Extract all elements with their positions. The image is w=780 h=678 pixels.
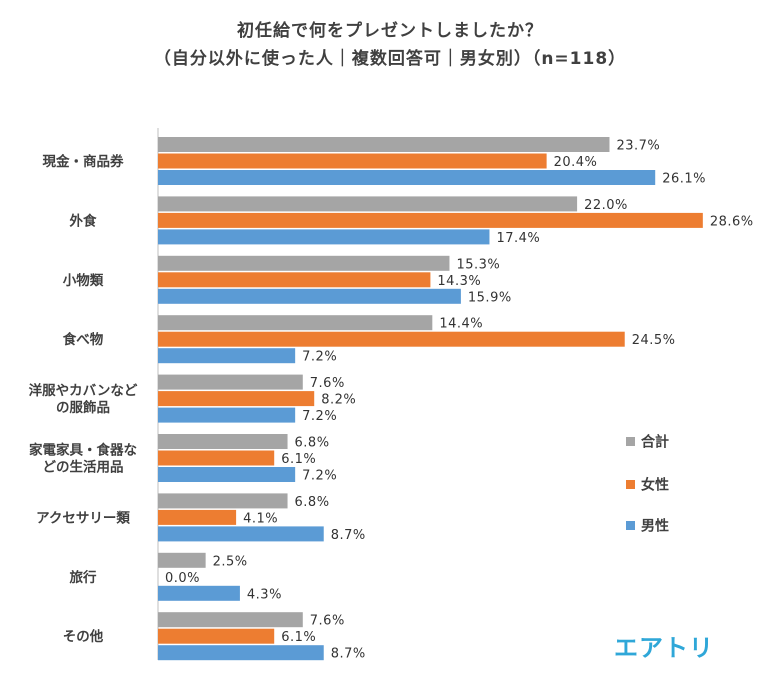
category-label: の服飾品 [56,399,110,416]
data-label-male: 7.2% [302,350,337,365]
category-label: アクセサリー類 [36,510,130,526]
category-label: 食べ物 [63,331,104,348]
data-label-total: 15.3% [456,257,500,272]
category-label: 小物類 [63,272,104,289]
data-label-male: 4.3% [247,587,282,602]
airtrip-logo: エアトリ [614,634,714,662]
legend-label-male: 男性 [641,518,669,535]
data-label-male: 15.9% [468,290,512,305]
bar-total [158,493,288,509]
bar-total [158,552,206,568]
chart-subtitle: （自分以外に使った人｜複数回答可｜男女別）（n=118） [153,49,627,69]
data-label-total: 23.7% [616,139,660,154]
data-label-total: 7.6% [310,614,345,629]
category-label: どの生活用品 [43,459,124,476]
legend-item-total: 合計 [626,431,669,452]
data-label-total: 6.8% [295,495,330,510]
data-label-female: 6.1% [281,630,316,645]
legend-swatch-female [626,480,635,489]
bar-female [158,331,625,347]
data-label-male: 17.4% [496,231,540,246]
bar-male [158,229,490,245]
data-label-total: 7.6% [310,376,345,391]
category-label: 旅行 [70,569,97,586]
legend-label-female: 女性 [641,477,669,494]
category-label: 外食 [70,212,97,229]
legend-swatch-total [626,437,635,446]
legend-item-female: 女性 [626,474,669,495]
bar-female [158,509,237,525]
data-label-female: 14.3% [437,274,481,289]
bar-male [158,170,656,185]
bar-male [158,585,240,601]
data-label-female: 28.6% [710,214,754,229]
bar-total [158,255,450,271]
bar-female [158,391,315,407]
bar-total [158,434,288,449]
data-label-male: 26.1% [662,172,706,187]
category-label: 現金・商品券 [43,153,124,170]
data-label-female: 20.4% [554,155,598,170]
category-label: その他 [63,628,104,645]
bar-male [158,407,296,423]
data-label-total: 14.4% [439,317,483,332]
data-label-male: 7.2% [302,409,337,424]
legend-swatch-male [626,521,635,530]
bar-female [158,628,275,644]
data-label-female: 4.1% [243,511,278,526]
bar-total [158,612,303,628]
category-label: 洋服やカバンなど [29,382,138,399]
data-label-male: 8.7% [331,647,366,662]
data-label-female: 6.1% [281,452,316,467]
bar-female [158,450,275,466]
bar-male [158,288,461,304]
data-label-male: 8.7% [331,528,366,543]
category-label: 家電家具・食器な [29,442,137,459]
data-label-female: 24.5% [632,333,676,348]
bar-male [158,348,296,364]
bar-total [158,196,578,212]
data-label-female: 8.2% [321,393,356,408]
data-label-total: 6.8% [295,436,330,451]
bar-female [158,212,703,228]
data-label-total: 2.5% [213,554,248,569]
bar-male [158,526,324,542]
bar-total [158,374,303,390]
bar-male [158,467,296,482]
legend-label-total: 合計 [641,434,669,451]
legend-item-male: 男性 [626,515,669,536]
bar-total [158,137,610,152]
data-label-total: 22.0% [584,198,628,213]
data-label-male: 7.2% [302,469,337,484]
bar-total [158,315,433,331]
bar-female [158,272,431,288]
bar-male [158,645,324,661]
bar-female [158,153,547,169]
data-label-female: 0.0% [165,571,200,586]
chart-title: 初任給で何をプレゼントしましたか？ [237,21,543,41]
